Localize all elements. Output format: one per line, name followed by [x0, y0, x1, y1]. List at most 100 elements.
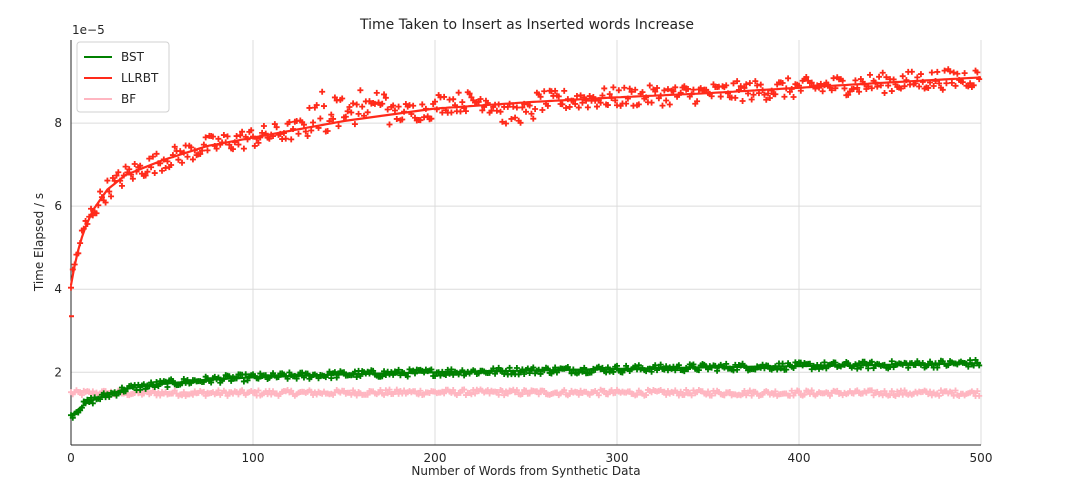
data-point-llrbt [537, 93, 544, 100]
data-point-llrbt [371, 100, 378, 107]
data-point-bst [821, 359, 828, 366]
data-point-llrbt [532, 105, 539, 112]
data-point-bf [224, 392, 231, 399]
data-point-bf [513, 387, 520, 394]
data-point-llrbt [648, 99, 655, 106]
data-point-bf [974, 388, 981, 395]
data-point-bst [89, 400, 96, 407]
data-point-bf [180, 389, 187, 396]
data-point-llrbt [635, 101, 642, 108]
data-point-bf [255, 387, 262, 394]
data-point-llrbt [626, 85, 633, 92]
data-point-llrbt [113, 172, 120, 179]
data-point-llrbt [115, 169, 122, 176]
data-point-llrbt [897, 85, 904, 92]
data-point-llrbt [737, 83, 744, 90]
data-point-llrbt [179, 159, 186, 166]
data-point-llrbt [381, 91, 388, 98]
legend-label-bf: BF [121, 92, 136, 106]
data-point-llrbt [459, 99, 466, 106]
data-point-bf [381, 391, 388, 398]
data-point-bf [899, 391, 906, 398]
data-point-llrbt [752, 78, 759, 85]
data-point-bf [634, 391, 641, 398]
data-point-bf [683, 386, 690, 393]
data-point-llrbt [260, 123, 267, 130]
data-point-llrbt [670, 88, 677, 95]
data-point-bst [816, 365, 823, 372]
data-point-llrbt [763, 96, 770, 103]
data-point-bf [808, 387, 815, 394]
data-point-llrbt [175, 156, 182, 163]
data-point-llrbt [785, 75, 792, 82]
data-point-bf [726, 388, 733, 395]
data-point-llrbt [317, 115, 324, 122]
data-point-llrbt [519, 104, 526, 111]
data-point-llrbt [694, 98, 701, 105]
data-point-llrbt [310, 119, 317, 126]
data-point-bst [934, 364, 941, 371]
axis-spines [70, 40, 981, 446]
data-point-llrbt [462, 108, 469, 115]
data-point-llrbt [866, 71, 873, 78]
data-point-llrbt [703, 86, 710, 93]
data-point-llrbt [830, 75, 837, 82]
data-point-llrbt [335, 123, 342, 130]
data-point-bf [89, 388, 96, 395]
data-point-bst [614, 362, 620, 369]
data-point-bf [541, 387, 548, 394]
data-point-llrbt [606, 91, 613, 98]
data-point-llrbt [572, 100, 579, 107]
data-point-bf [461, 386, 468, 393]
data-point-llrbt [901, 83, 908, 90]
data-point-llrbt [883, 74, 890, 81]
data-point-llrbt [271, 121, 278, 128]
data-point-bf [748, 392, 755, 399]
data-point-llrbt [943, 80, 950, 87]
data-point-bf [386, 386, 393, 393]
data-point-bf [364, 391, 371, 398]
data-point-llrbt [502, 120, 509, 127]
data-point-llrbt [779, 79, 786, 86]
data-point-llrbt [324, 128, 331, 135]
data-point-llrbt [646, 82, 653, 89]
data-point-llrbt [765, 90, 772, 97]
data-point-bf [770, 391, 777, 398]
data-point-bf [936, 392, 943, 399]
data-point-llrbt [672, 84, 679, 91]
data-point-llrbt [772, 91, 779, 98]
data-point-bst [714, 367, 721, 374]
data-point-llrbt [142, 172, 149, 179]
data-point-llrbt [209, 133, 216, 140]
data-point-bst [648, 368, 655, 375]
data-point-llrbt [541, 88, 548, 95]
data-point-bf [708, 392, 715, 399]
data-point-bf [739, 391, 746, 398]
data-point-llrbt [781, 93, 788, 100]
data-point-llrbt [652, 88, 659, 95]
data-point-bf [888, 388, 895, 395]
data-point-llrbt [391, 107, 398, 114]
data-point-llrbt [632, 86, 639, 93]
data-point-bf [441, 390, 448, 397]
data-point-llrbt [566, 103, 573, 110]
data-point-llrbt [466, 90, 473, 97]
data-point-llrbt [663, 97, 670, 104]
data-point-llrbt [555, 93, 562, 100]
data-point-bf [868, 387, 875, 394]
data-point-llrbt [730, 80, 737, 87]
data-point-bf [288, 387, 295, 394]
data-point-llrbt [661, 87, 668, 94]
data-point-llrbt [579, 99, 586, 106]
data-point-llrbt [684, 85, 691, 92]
data-point-llrbt [819, 88, 826, 95]
data-point-llrbt [393, 115, 400, 122]
data-point-bf [348, 391, 355, 398]
data-point-bf [526, 390, 533, 397]
data-point-bf [881, 388, 888, 395]
data-point-llrbt [97, 188, 104, 195]
data-point-bf [892, 392, 899, 399]
data-point-bst [240, 378, 247, 385]
data-point-bf [901, 387, 908, 394]
data-point-llrbt [306, 104, 313, 111]
